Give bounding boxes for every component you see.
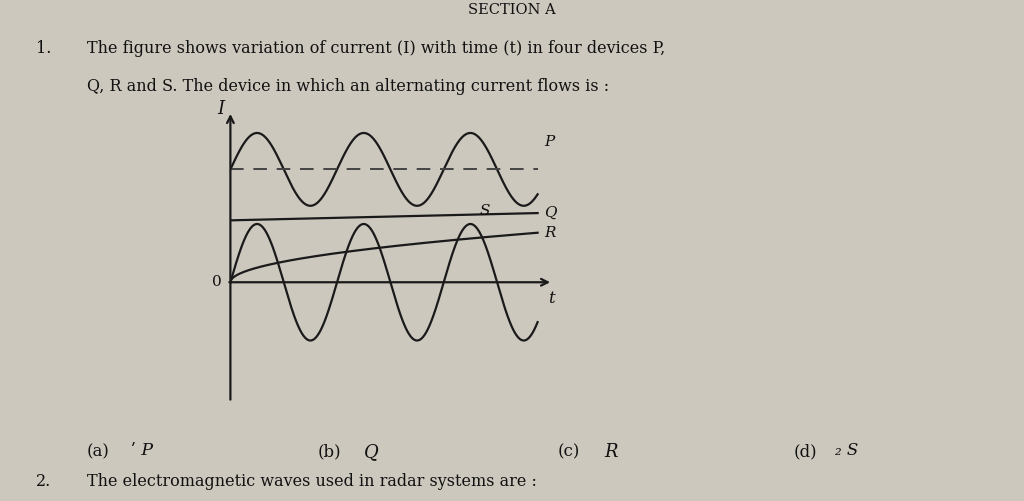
Text: The figure shows variation of current (I) with time (t) in four devices P,: The figure shows variation of current (I… <box>87 40 666 57</box>
Text: Q: Q <box>364 443 378 461</box>
Text: P: P <box>544 135 554 149</box>
Text: (b): (b) <box>317 443 341 460</box>
Text: I: I <box>218 100 224 118</box>
Text: 0: 0 <box>212 275 221 289</box>
Text: SECTION A: SECTION A <box>468 3 556 17</box>
Text: (a): (a) <box>87 443 110 460</box>
Text: Q: Q <box>544 206 556 220</box>
Text: (d): (d) <box>794 443 817 460</box>
Text: ₂ S: ₂ S <box>835 442 858 459</box>
Text: 1.: 1. <box>36 40 51 57</box>
Text: ʹ P: ʹ P <box>131 442 154 459</box>
Text: Q, R and S. The device in which an alternating current flows is :: Q, R and S. The device in which an alter… <box>87 78 609 95</box>
Text: The electromagnetic waves used in radar systems are :: The electromagnetic waves used in radar … <box>87 473 537 490</box>
Text: t: t <box>548 290 555 307</box>
Text: S: S <box>480 204 490 218</box>
Text: (c): (c) <box>558 443 581 460</box>
Text: R: R <box>604 443 617 461</box>
Text: R: R <box>544 226 555 240</box>
Text: 2.: 2. <box>36 473 51 490</box>
